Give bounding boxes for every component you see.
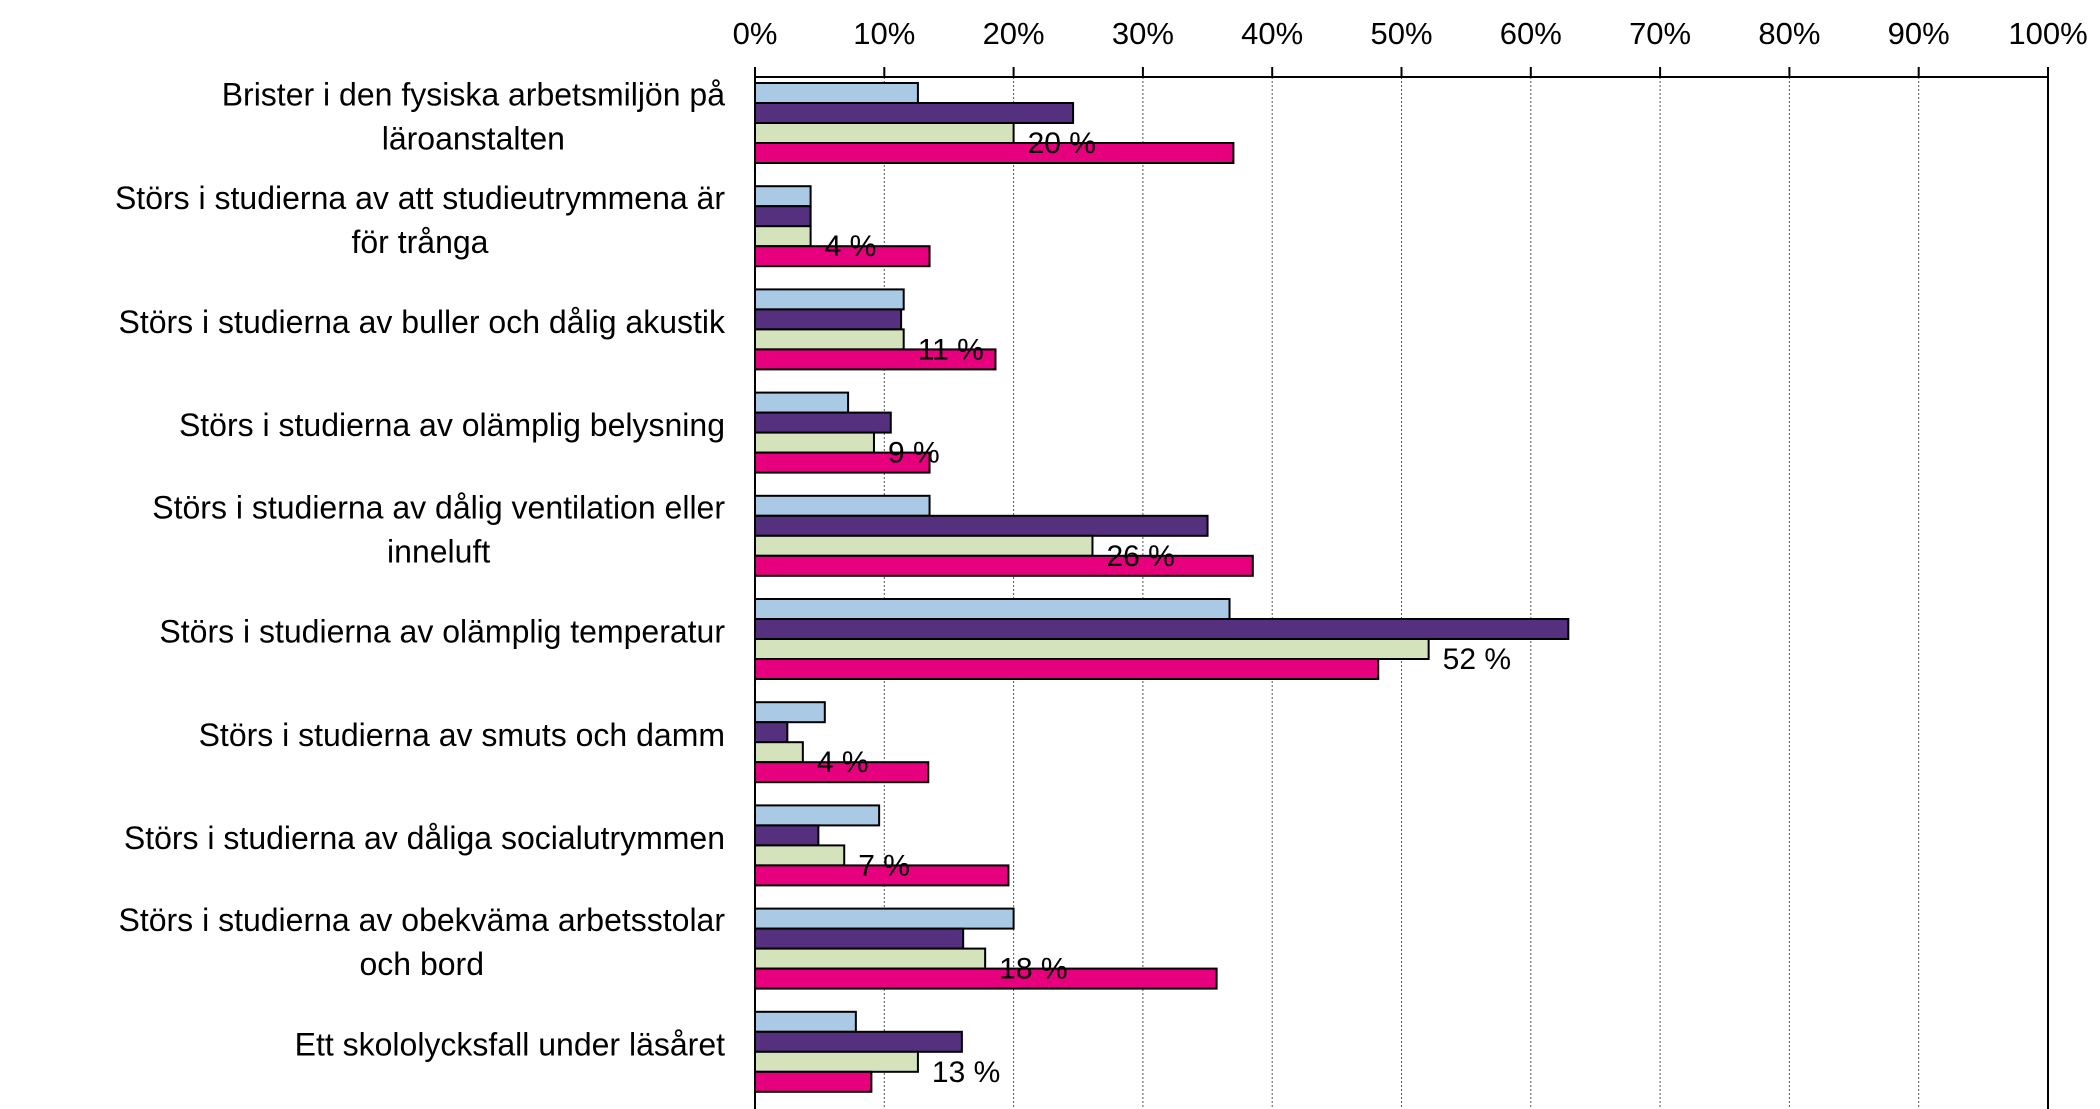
x-axis-ticks: 0% 10% 20% 30% 40% 50% 60% 70% 80% 90% 100% xyxy=(733,16,2088,77)
bar-series-1 xyxy=(754,1010,857,1033)
data-label: 20 % xyxy=(1028,127,1096,160)
bar-series-3 xyxy=(754,947,987,970)
bar-series-2 xyxy=(754,618,1570,640)
tick-label: 10% xyxy=(853,16,915,51)
data-label: 52 % xyxy=(1443,643,1511,676)
bar-series-2 xyxy=(754,927,965,950)
bar-series-2 xyxy=(754,1030,963,1053)
bar-series-2 xyxy=(754,824,820,847)
bar-series-1 xyxy=(754,494,931,517)
data-labels: 20 % 4 % 11 % 9 % 26 % 52 % 4 % 7 % 18 % 13 % xyxy=(817,127,1511,1089)
tick-label: 100% xyxy=(2008,16,2087,51)
tick-label: 90% xyxy=(1888,16,1950,51)
bar-series-3 xyxy=(754,122,1015,144)
category-label: Brister i den fysiska arbetsmiljön på lär… xyxy=(222,77,726,157)
bar-series-3 xyxy=(754,844,846,867)
tick-label: 0% xyxy=(733,16,778,51)
bar-series-1 xyxy=(754,701,826,724)
data-label: 9 % xyxy=(888,437,940,470)
bar-series-4 xyxy=(754,658,1380,680)
bar-series-2 xyxy=(754,411,892,434)
category-label: Ett skololycksfall under läsåret xyxy=(295,1026,726,1062)
bar-series-3 xyxy=(754,225,812,248)
bar-series-2 xyxy=(754,721,789,744)
bar-series-3 xyxy=(754,534,1094,557)
bar-series-1 xyxy=(754,288,905,311)
bar-series-3 xyxy=(754,1050,919,1073)
category-label: Störs i studierna av att studieutrymmena… xyxy=(115,180,725,260)
bar-series-3 xyxy=(754,741,804,764)
bar-series-4 xyxy=(754,967,1218,990)
bar-series-2 xyxy=(754,205,812,228)
category-label: Störs i studierna av dålig ventilation e… xyxy=(152,489,725,569)
category-label: Störs i studierna av dåliga socialutrymm… xyxy=(124,820,725,856)
bar-series-2 xyxy=(754,514,1209,537)
bar-series-1 xyxy=(754,907,1015,930)
data-label: 13 % xyxy=(932,1056,1000,1089)
data-label: 26 % xyxy=(1106,540,1174,573)
bar-series-4 xyxy=(754,142,1235,164)
data-label: 4 % xyxy=(825,230,877,263)
tick-label: 50% xyxy=(1370,16,1432,51)
bar-series-2 xyxy=(754,308,903,331)
bar-series-4 xyxy=(754,1070,873,1093)
data-label: 4 % xyxy=(817,746,869,779)
tick-label: 60% xyxy=(1500,16,1562,51)
category-label: Störs i studierna av olämplig belysning xyxy=(179,407,725,443)
category-labels: Brister i den fysiska arbetsmiljön på lär… xyxy=(115,77,726,1063)
category-label: Störs i studierna av smuts och damm xyxy=(199,717,725,753)
bar-series-1 xyxy=(754,804,881,827)
category-label: Störs i studierna av olämplig temperatur xyxy=(159,614,725,650)
tick-label: 80% xyxy=(1758,16,1820,51)
category-label: Störs i studierna av buller och dålig ak… xyxy=(118,304,726,340)
tick-label: 40% xyxy=(1241,16,1303,51)
bar-series-3 xyxy=(754,328,905,351)
bar-series-1 xyxy=(754,82,919,104)
bar-series-4 xyxy=(754,554,1254,577)
tick-label: 30% xyxy=(1112,16,1174,51)
data-label: 18 % xyxy=(999,953,1067,986)
bar-series-1 xyxy=(754,391,850,414)
data-label: 11 % xyxy=(918,333,984,366)
tick-label: 20% xyxy=(983,16,1045,51)
bar-series-3 xyxy=(754,431,875,454)
data-label: 7 % xyxy=(858,849,910,882)
bars xyxy=(754,82,1570,1093)
category-label: Störs i studierna av obekväma arbetsstol… xyxy=(118,902,725,982)
bar-series-2 xyxy=(754,102,1075,124)
bar-series-1 xyxy=(754,598,1231,620)
bar-series-3 xyxy=(754,638,1430,660)
bar-series-1 xyxy=(754,185,812,208)
gridlines xyxy=(883,77,1920,1109)
tick-label: 70% xyxy=(1629,16,1691,51)
